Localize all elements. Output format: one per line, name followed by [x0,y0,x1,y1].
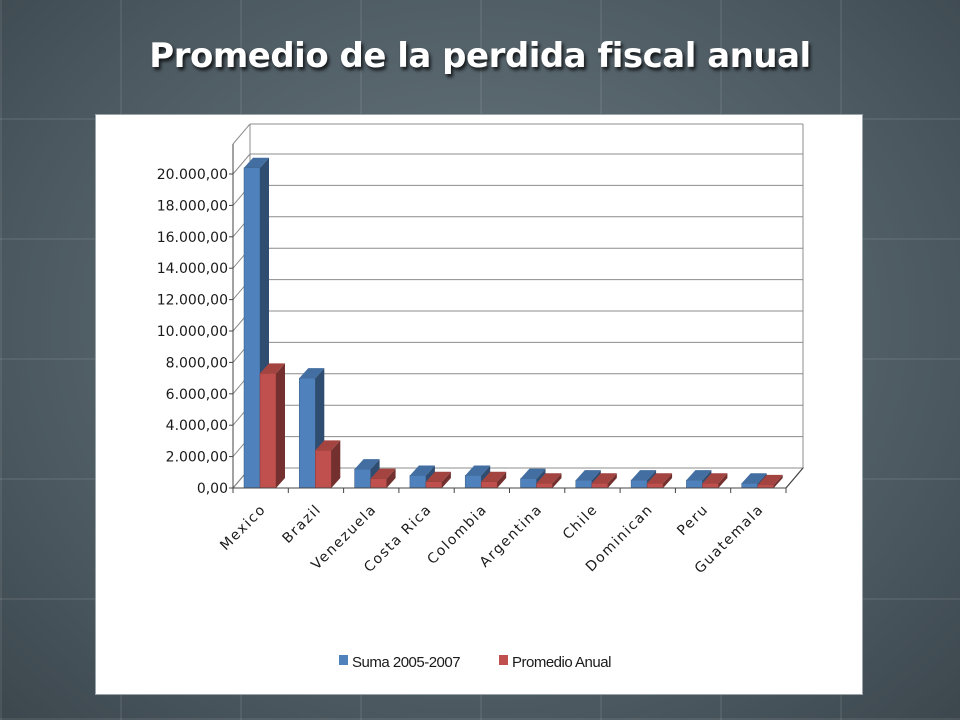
bar-top [647,473,673,484]
y-tick-label: 18.000,00 [157,198,228,214]
y-tick-label: 14.000,00 [157,261,228,277]
bar-side [552,473,562,488]
floor-edge [785,467,804,489]
bar-side [663,473,673,488]
y-tick-label: 6.000,00 [166,387,228,403]
bar-top [260,363,285,374]
bar-side [718,473,728,488]
bar-top [757,474,783,485]
bar-top [409,465,435,476]
y-tick-label: 2.000,00 [166,450,228,466]
bar-suma [741,483,758,489]
bar-promedio [425,481,443,489]
bar-promedio [315,450,332,489]
bar-top [741,473,767,484]
bar-promedio [480,481,498,489]
x-tick-label: Brazil [279,502,324,547]
bar-side [276,363,285,488]
bar-suma [630,479,648,489]
bar-top [315,440,341,451]
x-tick-label: Peru [674,502,712,540]
bar-promedio [536,483,553,489]
y-tick-label: 16.000,00 [157,230,228,246]
bar-top [465,465,491,476]
bar-suma [520,478,537,489]
bar-promedio [591,483,609,489]
y-tick-label: 4.000,00 [166,418,228,434]
bar-side [607,473,617,488]
legend-label: Promedio Anual [512,654,611,671]
bar-side [773,474,783,488]
chart-panel: 0,00 2.000,00 4.000,00 6.000,00 8.000,00 10.0… [95,114,863,695]
legend-label: Suma 2005-2007 [352,654,460,671]
legend-swatch [499,655,508,665]
bar-promedio [646,483,664,489]
bar-promedio [702,483,719,489]
bar-top [520,468,546,479]
bar-suma [464,475,482,489]
bar-suma [409,475,427,489]
chart-back-wall [250,124,803,468]
y-tick-label: 20.000,00 [157,167,228,183]
bar-side [441,471,451,488]
bar-top [686,470,712,481]
bar-top [354,459,380,470]
legend-swatch [339,655,348,665]
x-tick-label: Chile [560,502,601,543]
slide-title: Promedio de la perdida fiscal anual [149,36,811,76]
bar-top [425,471,451,482]
bar-top [702,473,728,484]
bar-suma [243,167,261,489]
bar-suma [686,479,703,489]
bar-suma [299,377,316,489]
y-tick-label: 12.000,00 [157,293,228,309]
bar-top [631,470,657,481]
y-tick-label: 0,00 [197,481,228,497]
bar-top [591,473,617,484]
gridline-side [232,153,251,175]
bar-top [481,471,507,482]
bar-top [244,157,269,168]
bar-chart: 0,00 2.000,00 4.000,00 6.000,00 8.000,00 10.0… [157,123,805,671]
bar-suma [575,479,593,489]
bar-top [575,470,601,481]
bar-promedio [259,373,277,489]
x-tick-label: Mexico [217,502,269,554]
gridline-side [232,123,251,145]
bar-promedio [370,478,387,489]
bar-top [299,368,325,379]
y-tick-label: 8.000,00 [166,355,228,371]
bar-top [536,473,562,484]
bar-side [497,471,507,488]
y-tick-label: 10.000,00 [157,324,228,340]
bar-side [386,468,396,488]
bar-side [331,440,341,488]
bar-top [370,468,396,479]
bar-suma [354,468,371,489]
